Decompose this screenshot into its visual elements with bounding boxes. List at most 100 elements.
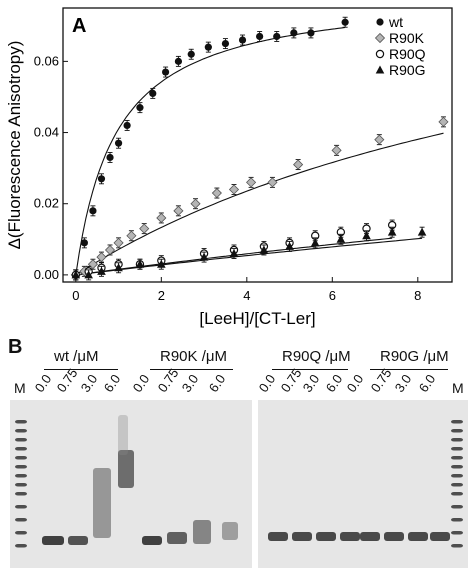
ladder-band xyxy=(451,438,463,442)
point-wt xyxy=(123,121,131,130)
ladder-band xyxy=(15,456,27,460)
group-underline-0 xyxy=(44,369,118,371)
point-r90k xyxy=(156,212,167,224)
point-wt xyxy=(273,32,281,41)
point-r90k xyxy=(438,116,449,127)
point-wt xyxy=(80,239,88,247)
ladder-band xyxy=(15,447,27,451)
ladder-band xyxy=(15,492,27,496)
point-wt xyxy=(114,139,123,147)
point-r90g xyxy=(362,231,371,240)
point-r90g xyxy=(157,259,166,268)
legend-marker-r90k xyxy=(374,32,386,44)
point-wt xyxy=(149,89,157,98)
group-label-2: R90Q /μM xyxy=(282,348,351,365)
legend-label-r90k: R90K xyxy=(389,30,425,46)
group-label-1: R90K /μM xyxy=(160,348,227,365)
ladder-band xyxy=(451,420,463,424)
band-right-4 xyxy=(360,532,380,541)
band-right-3 xyxy=(340,532,360,541)
ladder-band xyxy=(451,531,463,535)
group-underline-3 xyxy=(370,369,448,371)
point-r90k xyxy=(211,187,222,199)
point-r90g xyxy=(135,259,145,268)
band-r90k-075 xyxy=(167,532,187,544)
band-right-2 xyxy=(316,532,336,541)
point-r90k xyxy=(96,252,107,263)
point-wt xyxy=(97,175,106,183)
point-r90g xyxy=(97,266,106,275)
x-axis-label: [LeeH]/[CT-Ler] xyxy=(199,309,315,328)
ladder-band xyxy=(451,483,463,487)
point-r90k xyxy=(113,237,124,248)
group-label-0: wt /μM xyxy=(54,348,99,365)
marker-label-right: M xyxy=(452,380,464,396)
legend-marker-wt xyxy=(376,18,384,26)
ladder-band xyxy=(451,505,463,509)
ladder-band xyxy=(451,465,463,469)
point-r90k xyxy=(246,177,257,188)
point-wt xyxy=(221,39,230,48)
ladder-band xyxy=(451,447,463,451)
ladder-band xyxy=(15,544,27,548)
band-r90k-6 xyxy=(222,522,238,540)
ladder-band xyxy=(15,429,27,433)
point-r90k xyxy=(267,177,278,188)
point-r90k xyxy=(228,184,240,195)
y-tick-label: 0.00 xyxy=(34,267,59,282)
ladder-band xyxy=(15,505,27,509)
point-r90k xyxy=(139,223,150,234)
point-wt xyxy=(89,207,97,215)
point-wt xyxy=(136,104,144,112)
ladder-band xyxy=(451,518,463,522)
point-wt xyxy=(161,68,170,76)
band-wt-6 xyxy=(118,450,134,488)
point-r90g xyxy=(199,252,209,261)
point-r90g xyxy=(417,227,427,236)
panel-b-letter: B xyxy=(8,336,23,358)
point-r90k xyxy=(293,159,304,170)
x-tick-label: 4 xyxy=(243,288,250,303)
ladder-band xyxy=(15,518,27,522)
point-r90k xyxy=(173,205,184,216)
legend-label-r90q: R90Q xyxy=(389,46,426,62)
marker-label-left: M xyxy=(14,380,26,396)
point-r90g xyxy=(285,241,294,250)
band-right-7 xyxy=(430,532,450,541)
point-wt xyxy=(341,18,349,26)
legend-marker-r90q xyxy=(375,49,385,59)
point-wt xyxy=(204,43,212,51)
ladder-band xyxy=(451,492,463,496)
x-tick-label: 6 xyxy=(329,288,336,303)
x-tick-label: 0 xyxy=(72,288,79,303)
anisotropy-chart: A 0 2 4 6 8 0.00 0.02 0.04 0.06 [LeeH]/[CT-Ler] Δ(F… xyxy=(5,7,453,328)
fit-curve-r90g xyxy=(75,237,423,276)
legend-label-wt: wt xyxy=(388,14,403,30)
group-underline-2 xyxy=(272,369,348,371)
band-r90k-0 xyxy=(142,536,162,545)
ladder-band xyxy=(15,420,27,424)
point-r90k xyxy=(190,198,201,209)
band-right-0 xyxy=(268,532,288,541)
ladder-band xyxy=(15,483,27,487)
point-wt xyxy=(307,29,315,37)
smear-wt-6 xyxy=(118,415,128,455)
ladder-band xyxy=(451,474,463,478)
y-axis-label: Δ(Fluorescence Anisotropy) xyxy=(5,41,24,250)
y-tick-label: 0.04 xyxy=(34,125,59,140)
x-tick-label: 2 xyxy=(158,288,165,303)
point-r90g xyxy=(84,270,93,279)
group-underline-1 xyxy=(150,369,233,371)
ladder-band xyxy=(451,429,463,433)
point-r90g xyxy=(310,238,320,247)
smear-wt-3 xyxy=(93,468,111,538)
x-tick-label: 8 xyxy=(414,288,421,303)
ladder-band xyxy=(15,465,27,469)
point-wt xyxy=(238,36,247,44)
point-wt xyxy=(290,29,298,37)
band-wt-0 xyxy=(42,536,64,545)
ladder-band xyxy=(451,544,463,548)
band-right-6 xyxy=(408,532,428,541)
group-label-3: R90G /μM xyxy=(380,348,449,365)
